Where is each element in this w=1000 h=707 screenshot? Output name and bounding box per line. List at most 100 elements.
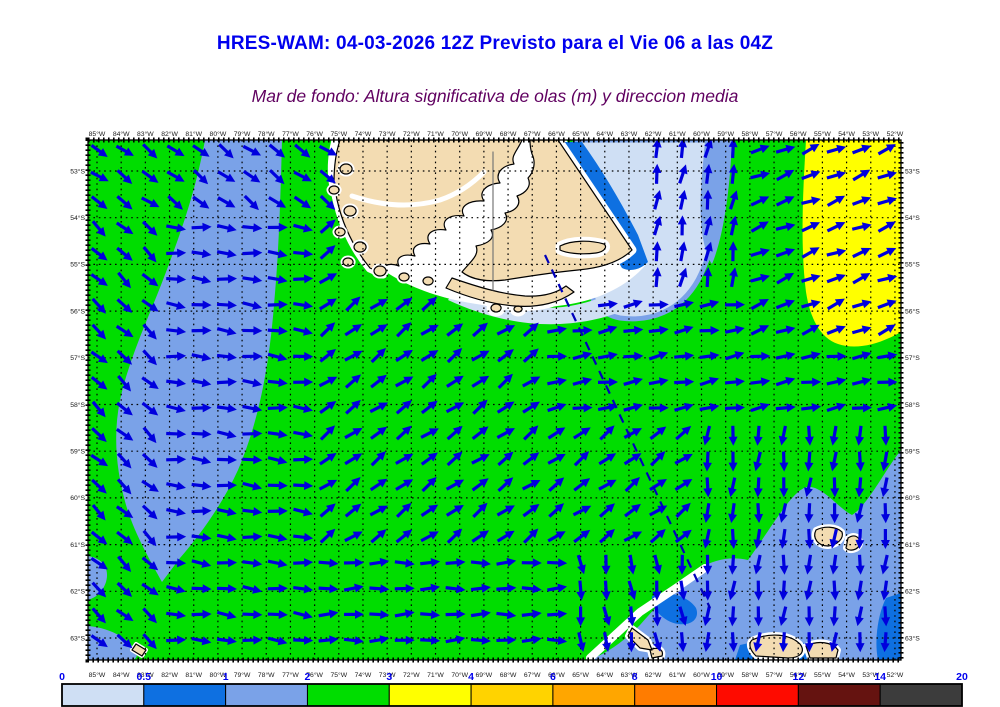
wave-arrow	[318, 635, 339, 645]
wave-arrow	[728, 554, 738, 575]
wave-arrow	[242, 507, 263, 517]
wave-arrow	[141, 479, 159, 492]
lat-label-left: 56°S	[70, 307, 85, 315]
wave-arrow	[877, 299, 897, 310]
wave-arrow	[649, 505, 668, 517]
wave-arrow	[678, 267, 688, 288]
wave-arrow	[445, 479, 465, 491]
wave-arrow	[421, 296, 438, 312]
wave-arrow	[496, 325, 516, 336]
wave-arrow	[522, 376, 541, 388]
wave-arrow	[141, 298, 159, 312]
wave-arrow	[728, 163, 738, 184]
wave-arrow	[420, 324, 439, 336]
wave-arrow	[345, 296, 361, 312]
wave-arrow	[293, 351, 314, 361]
wave-arrow	[522, 348, 539, 363]
wave-arrow	[674, 402, 694, 412]
wave-arrow	[116, 349, 133, 365]
wave-arrow	[648, 351, 669, 361]
wave-arrow	[649, 451, 666, 467]
lon-label-top: 56°W	[790, 130, 807, 138]
wave-arrow	[470, 583, 491, 593]
wave-arrow	[703, 189, 713, 210]
wave-arrow	[242, 481, 263, 491]
wave-arrow	[830, 503, 840, 524]
wave-arrow	[702, 606, 712, 627]
wave-arrow	[599, 425, 615, 441]
wave-arrow	[319, 503, 336, 518]
west-fjord-islets	[328, 163, 434, 286]
wave-arrow	[881, 606, 891, 627]
map-frame	[87, 139, 902, 661]
lon-label-bottom: 56°W	[790, 671, 807, 679]
wave-arrow	[724, 300, 745, 310]
wave-arrow	[623, 299, 643, 309]
wave-arrow	[877, 144, 896, 156]
wave-arrow	[778, 503, 788, 523]
wave-arrow	[191, 222, 212, 232]
wave-arrow	[496, 610, 517, 620]
wave-arrow	[576, 554, 586, 575]
lon-label-bottom: 62°W	[645, 671, 662, 679]
lon-label-bottom: 55°W	[814, 671, 831, 679]
colorbar-tick-label: 3	[386, 671, 392, 683]
wave-arrow	[627, 554, 637, 575]
lon-label-bottom: 77°W	[282, 671, 299, 679]
lon-label-top: 85°W	[89, 130, 106, 138]
wave-arrow	[753, 477, 763, 498]
wave-arrow	[727, 580, 737, 601]
graticule	[88, 140, 901, 660]
wave-arrow	[445, 558, 466, 568]
wave-arrow	[675, 502, 691, 518]
wave-arrow	[855, 580, 864, 601]
lon-label-bottom: 70°W	[451, 671, 468, 679]
wave-arrow	[242, 326, 263, 336]
wave-arrow	[370, 529, 387, 544]
wave-arrow	[166, 326, 187, 336]
wave-arrow	[573, 529, 591, 544]
wave-arrow	[446, 451, 463, 467]
wave-arrow	[395, 322, 412, 338]
wave-arrow	[674, 299, 694, 309]
colorbar-tick-label: 2	[305, 671, 311, 683]
wave-arrow	[344, 503, 362, 518]
lon-label-bottom: 81°W	[185, 671, 202, 679]
lat-label-left: 57°S	[70, 354, 85, 362]
wave-arrow	[623, 351, 644, 361]
lon-label-top: 74°W	[355, 130, 372, 138]
wave-arrow	[445, 584, 466, 594]
lon-label-bottom: 80°W	[210, 671, 227, 679]
wave-arrow	[724, 377, 745, 387]
wave-arrow	[750, 170, 771, 180]
wave-arrow	[267, 326, 288, 336]
wave-arrow	[826, 144, 847, 154]
wave-arrow	[420, 610, 441, 620]
wave-arrow	[319, 219, 336, 234]
colorbar-tick-label: 14	[874, 671, 886, 683]
lon-label-top: 61°W	[669, 130, 686, 138]
wave-arrow	[572, 325, 593, 335]
wave-arrow	[242, 429, 263, 439]
wave-arrow	[141, 556, 159, 571]
wave-arrow	[394, 635, 415, 645]
lon-label-top: 84°W	[113, 130, 130, 138]
wave-arrow	[141, 504, 158, 520]
wave-arrow	[242, 301, 263, 310]
wave-arrow	[166, 635, 187, 645]
wave-arrow	[116, 401, 133, 416]
wave-arrow	[242, 378, 263, 388]
wave-arrow	[192, 195, 210, 209]
lon-label-bottom: 52°W	[887, 671, 904, 679]
wave-arrow	[142, 607, 157, 624]
wave-arrow	[829, 528, 839, 549]
wave-arrow	[601, 580, 611, 601]
wave-arrow	[877, 221, 896, 233]
wave-arrow	[648, 403, 669, 413]
wave-arrow	[472, 399, 488, 415]
wave-arrow	[724, 351, 745, 361]
bottomleft-patch-lower	[88, 626, 137, 660]
wave-arrow	[826, 195, 846, 207]
wave-arrow	[851, 325, 872, 335]
wave-arrow	[597, 351, 618, 361]
